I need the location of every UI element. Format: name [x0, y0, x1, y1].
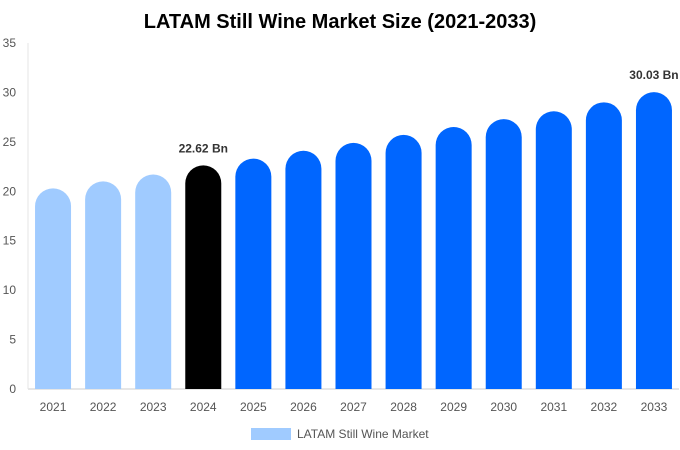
bar-2027[interactable]: [335, 142, 372, 389]
x-tick-label: 2028: [390, 400, 417, 414]
bar-2025[interactable]: [235, 158, 272, 389]
chart-title: LATAM Still Wine Market Size (2021-2033): [144, 11, 537, 33]
y-tick-label: 25: [3, 135, 17, 149]
x-tick-label: 2027: [340, 400, 367, 414]
y-tick-label: 0: [9, 382, 16, 396]
y-tick-label: 15: [3, 234, 17, 248]
bar-2032[interactable]: [585, 102, 622, 390]
bar-2028[interactable]: [385, 134, 422, 389]
x-tick-label: 2029: [440, 400, 467, 414]
y-tick-label: 35: [3, 36, 17, 50]
bar-2021[interactable]: [35, 188, 72, 389]
x-tick-label: 2024: [190, 400, 217, 414]
data-label: 22.62 Bn: [179, 141, 228, 155]
x-tick-label: 2033: [641, 400, 668, 414]
data-labels-group: 22.62 Bn 30.03 Bn: [179, 68, 679, 155]
bar-2030[interactable]: [485, 119, 522, 389]
x-tick-label: 2023: [140, 400, 167, 414]
x-tick-label: 2030: [490, 400, 517, 414]
y-tick-label: 5: [9, 333, 16, 347]
y-tick-label: 10: [3, 283, 17, 297]
x-tick-label: 2032: [591, 400, 618, 414]
bar-2033[interactable]: [635, 92, 672, 389]
y-axis-ticks: 0 5 10 15 20 25 30 35: [3, 36, 17, 396]
bar-2026[interactable]: [285, 150, 322, 389]
y-tick-label: 20: [3, 184, 17, 198]
bar-2024[interactable]: [185, 165, 222, 389]
y-tick-label: 30: [3, 85, 17, 99]
data-label: 30.03 Bn: [629, 68, 678, 82]
legend[interactable]: LATAM Still Wine Market: [251, 427, 429, 441]
bars-group: [35, 92, 672, 390]
x-tick-label: 2021: [40, 400, 67, 414]
bar-2031[interactable]: [535, 111, 572, 389]
legend-swatch[interactable]: [251, 428, 291, 440]
bar-2023[interactable]: [135, 174, 172, 389]
x-tick-label: 2031: [540, 400, 567, 414]
x-tick-label: 2026: [290, 400, 317, 414]
bar-2029[interactable]: [435, 127, 472, 389]
x-axis-ticks: 2021 2022 2023 2024 2025 2026 2027 2028 2029 2030…: [40, 400, 668, 414]
x-tick-label: 2022: [90, 400, 117, 414]
legend-label[interactable]: LATAM Still Wine Market: [297, 427, 429, 441]
bar-2022[interactable]: [85, 181, 122, 389]
x-tick-label: 2025: [240, 400, 267, 414]
